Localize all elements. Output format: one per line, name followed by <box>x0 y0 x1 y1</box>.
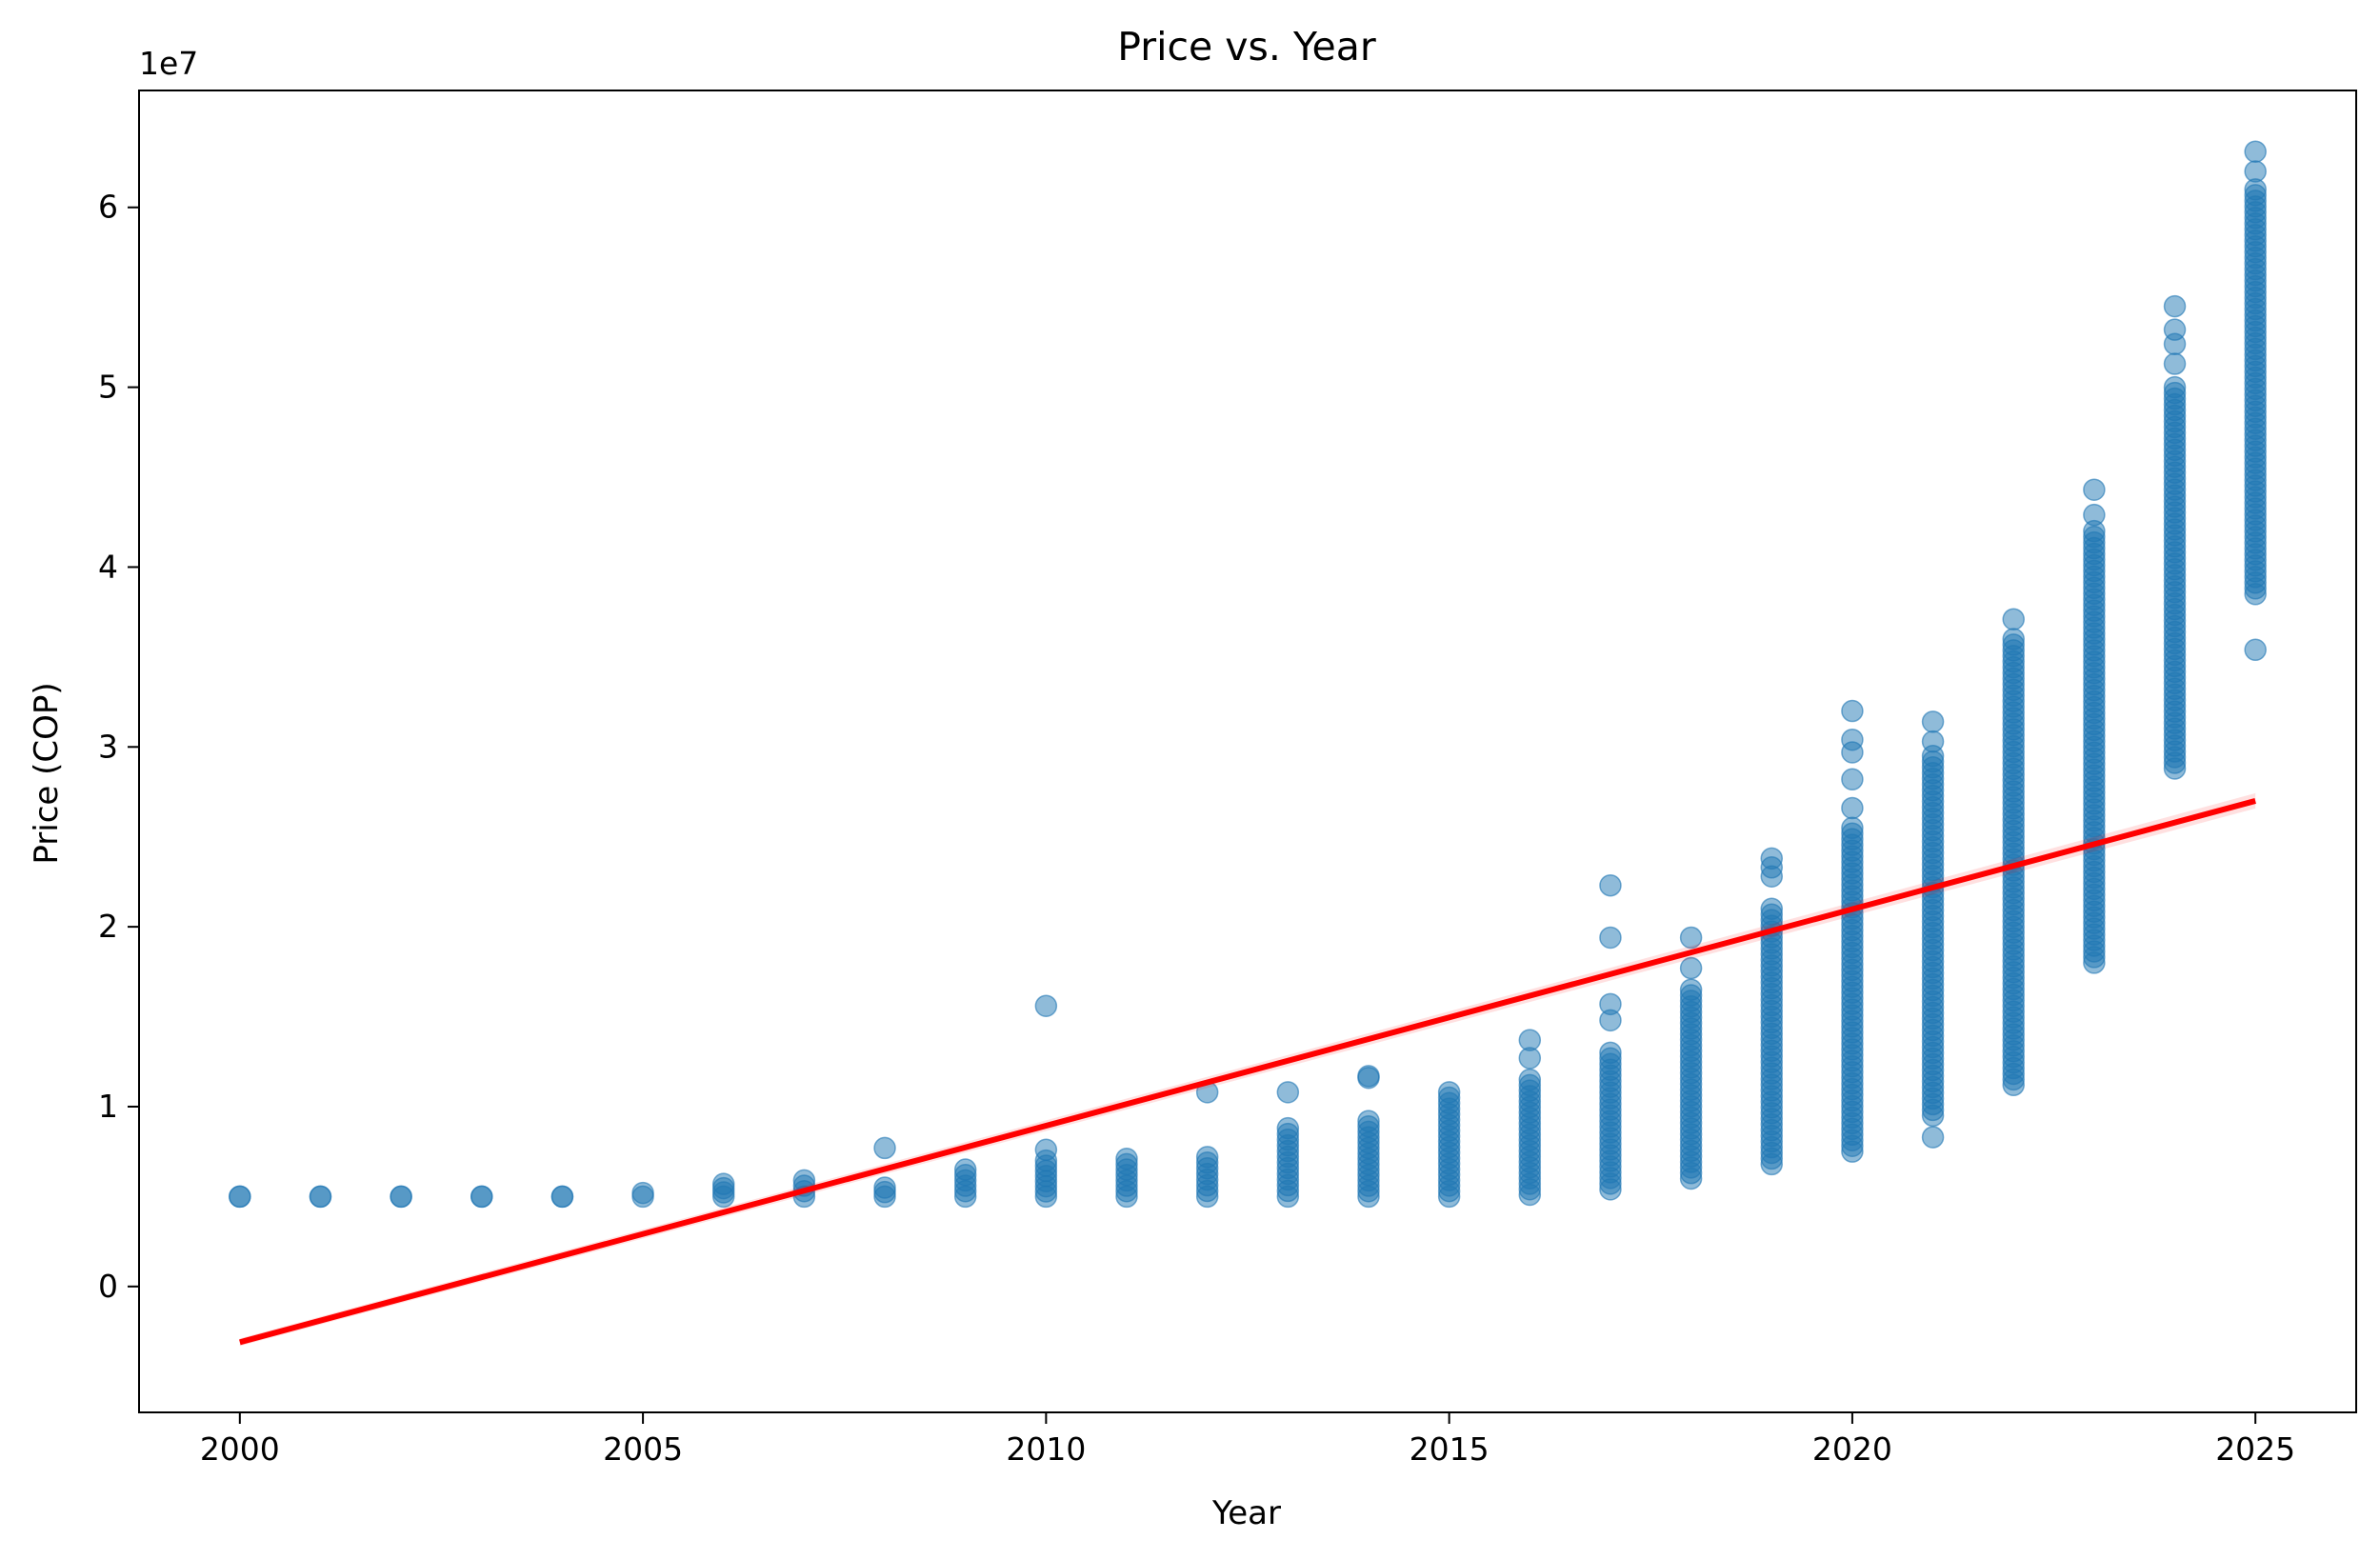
scatter-point <box>1276 1116 1300 1140</box>
scatter-point-outlier <box>2002 608 2025 630</box>
scatter-point-outlier <box>1841 768 1864 791</box>
scatter-point-outlier <box>1841 728 1864 751</box>
scatter-point <box>1760 897 1784 920</box>
scatter-point-outlier <box>2163 352 2187 375</box>
scatter-point <box>953 1158 977 1181</box>
scatter-point <box>1357 1110 1380 1132</box>
scatter-point <box>631 1181 654 1205</box>
regression-layer <box>239 792 2256 1347</box>
scatter-point <box>1599 1041 1622 1065</box>
scatter-point <box>1195 1146 1219 1169</box>
scatter-point <box>390 1185 412 1209</box>
scatter-point <box>1841 816 1864 840</box>
y-tick-label: 2 <box>98 908 118 945</box>
scatter-point <box>711 1172 735 1195</box>
x-tick-label: 2000 <box>200 1430 280 1468</box>
scatter-point <box>2163 375 2187 399</box>
x-tick-label: 2005 <box>603 1430 683 1468</box>
scatter-point-outlier <box>1921 1126 1945 1149</box>
x-axis-label: Year <box>1211 1494 1281 1532</box>
x-tick-label: 2020 <box>1812 1430 1892 1468</box>
y-axis-offset-text: 1e7 <box>139 45 198 82</box>
scatter-point <box>229 1185 251 1209</box>
scatter-point-outlier <box>1921 730 1945 753</box>
scatter-point-outlier <box>1679 956 1703 980</box>
x-tick-label: 2015 <box>1410 1430 1490 1468</box>
y-axis-label: Price (COP) <box>28 682 66 864</box>
scatter-point <box>550 1185 574 1209</box>
scatter-point-outlier <box>2244 160 2267 183</box>
y-tick-label: 4 <box>98 548 118 585</box>
scatter-point-outlier <box>1841 796 1864 820</box>
scatter-point <box>1518 1068 1542 1091</box>
scatter-point <box>1115 1147 1138 1170</box>
plot-frame <box>138 90 2357 1413</box>
scatter-point-outlier <box>1599 873 1622 897</box>
scatter-point-outlier <box>1921 710 1945 733</box>
scatter-point-outlier <box>1357 1065 1380 1088</box>
y-tick-label: 5 <box>98 369 118 406</box>
scatter-point <box>1679 978 1703 1001</box>
scatter-point-outlier <box>2244 638 2267 662</box>
scatter-point <box>2002 628 2025 650</box>
regression-line <box>239 798 2256 1346</box>
scatter-point-outlier <box>1599 992 1622 1016</box>
scatter-point-outlier <box>2163 294 2187 318</box>
y-tick-label: 6 <box>98 189 118 226</box>
y-axis: 0 1 2 3 4 5 6 <box>98 189 139 1305</box>
x-axis: 2000 2005 2010 2015 2020 2025 <box>200 1412 2295 1468</box>
scatter-point-outlier <box>1599 926 1622 950</box>
scatter-point-outlier <box>1518 1029 1542 1051</box>
scatter-point-outlier <box>1841 699 1864 723</box>
scatter-point-outlier <box>2083 478 2106 501</box>
scatter-point-outlier <box>1760 847 1784 870</box>
scatter-point-outlier <box>873 1136 896 1160</box>
y-tick-label: 1 <box>98 1088 118 1125</box>
points-layer <box>229 140 2267 1209</box>
y-tick-label: 0 <box>98 1268 118 1305</box>
scatter-point-outlier <box>1276 1081 1300 1104</box>
chart-title: Price vs. Year <box>1117 24 1376 70</box>
x-tick-label: 2010 <box>1006 1430 1086 1468</box>
scatter-point <box>309 1185 332 1209</box>
scatter-point <box>470 1185 493 1209</box>
scatter-point-outlier <box>1437 1081 1461 1104</box>
scatter-point-outlier <box>2163 318 2187 341</box>
scatter-point-outlier <box>1034 994 1058 1017</box>
scatter-point-outlier <box>1034 1138 1058 1162</box>
scatter-point-outlier <box>2244 140 2267 163</box>
scatter-point-outlier <box>2083 503 2106 527</box>
y-tick-label: 3 <box>98 728 118 765</box>
scatter-point <box>873 1176 896 1199</box>
scatter-point-outlier <box>1679 926 1703 950</box>
x-tick-label: 2025 <box>2215 1430 2295 1468</box>
